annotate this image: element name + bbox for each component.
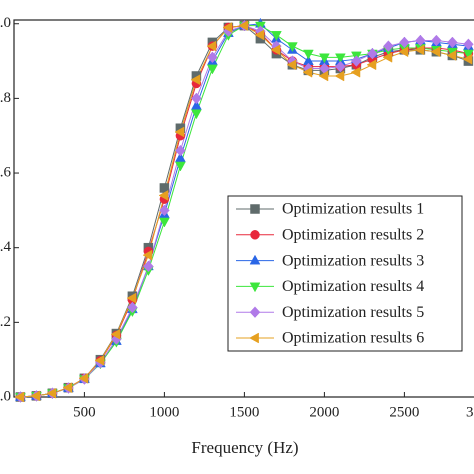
marker: [270, 44, 281, 56]
legend-marker: [250, 230, 260, 240]
x-tick-label: 3: [466, 404, 474, 420]
x-tick-label: 2000: [309, 404, 339, 420]
marker: [350, 66, 361, 78]
marker: [382, 51, 393, 63]
y-tick-label: .8: [0, 90, 11, 106]
marker: [302, 66, 313, 78]
marker: [366, 59, 377, 71]
y-tick-label: .2: [0, 314, 11, 330]
marker: [14, 391, 25, 403]
marker: [46, 387, 57, 399]
legend-box: [227, 195, 463, 352]
y-tick-label: .6: [0, 164, 12, 180]
marker: [174, 126, 185, 138]
legend-marker: [249, 282, 261, 293]
x-tick-label: 2500: [389, 404, 419, 420]
marker: [175, 144, 186, 157]
marker: [207, 64, 218, 75]
marker: [126, 292, 137, 304]
legend-label: Optimization results 2: [282, 226, 424, 243]
marker: [463, 38, 474, 51]
x-tick-label: 1500: [229, 404, 259, 420]
legend-marker: [249, 254, 261, 265]
marker: [367, 47, 378, 60]
marker: [287, 42, 298, 53]
marker: [159, 217, 170, 228]
marker: [415, 34, 426, 47]
marker: [286, 59, 297, 71]
marker: [30, 390, 41, 402]
legend-label: Optimization results 4: [282, 278, 424, 295]
marker: [78, 372, 89, 384]
marker: [446, 50, 457, 61]
marker: [110, 328, 121, 340]
marker: [94, 355, 105, 366]
legend-label: Optimization results 1: [282, 201, 424, 218]
marker: [254, 29, 265, 41]
marker: [398, 46, 409, 58]
marker: [335, 53, 346, 64]
legend-label: Optimization results 3: [282, 252, 424, 269]
marker: [238, 20, 249, 31]
marker: [383, 40, 394, 52]
marker: [175, 161, 186, 172]
marker: [222, 22, 233, 33]
series-group: [14, 17, 474, 403]
legend-marker: [249, 306, 261, 318]
marker: [159, 204, 170, 217]
x-axis-label: Frequency (Hz): [191, 438, 298, 457]
marker: [62, 382, 73, 394]
marker: [431, 34, 442, 47]
y-tick-label: .4: [0, 239, 12, 255]
plot-frame: [13, 19, 474, 398]
marker: [399, 36, 410, 49]
x-tick-label: 500: [73, 404, 96, 420]
legend-label: Optimization results 5: [282, 304, 424, 321]
marker: [447, 36, 458, 49]
y-tick-label: .0: [0, 15, 11, 31]
marker: [190, 74, 201, 86]
marker: [158, 190, 169, 201]
marker: [207, 51, 218, 64]
marker: [318, 70, 329, 82]
marker: [175, 152, 186, 162]
marker: [191, 92, 202, 105]
y-tick-label: .0: [0, 388, 11, 404]
legend-marker: [249, 332, 259, 344]
marker: [430, 46, 441, 58]
x-tick-label: 1000: [149, 404, 179, 420]
legend-label: Optimization results 6: [282, 330, 424, 347]
marker: [206, 40, 217, 52]
marker: [414, 44, 425, 56]
legend-marker: [250, 204, 260, 214]
marker: [271, 31, 282, 41]
marker: [462, 53, 473, 65]
marker: [334, 70, 345, 82]
marker: [303, 49, 314, 60]
marker: [335, 60, 346, 73]
marker: [191, 99, 202, 110]
marker: [143, 260, 154, 273]
marker: [191, 109, 202, 120]
marker: [319, 53, 330, 64]
marker: [351, 55, 362, 67]
marker: [127, 301, 138, 314]
marker: [142, 249, 153, 261]
